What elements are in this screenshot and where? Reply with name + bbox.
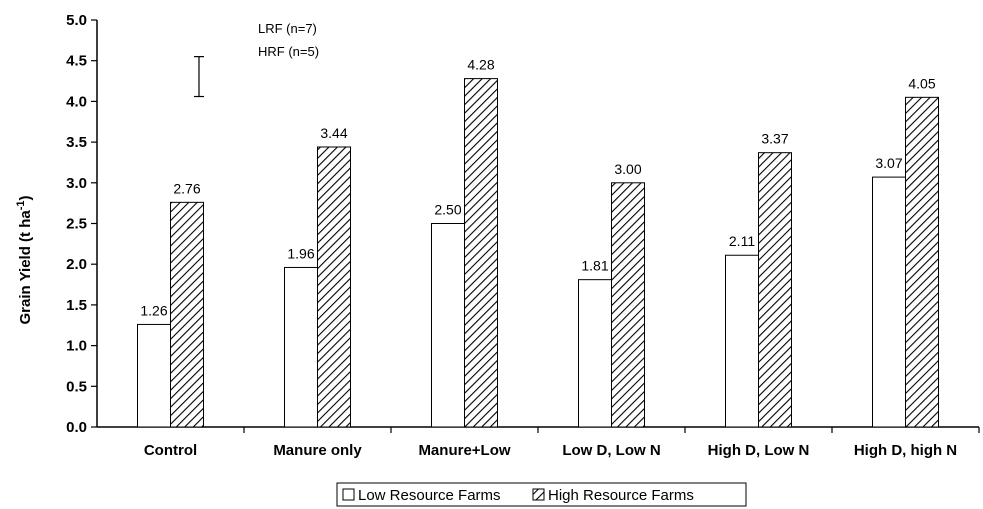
data-label-high-resource: 4.05 xyxy=(908,75,935,91)
y-tick-label: 3.0 xyxy=(66,175,87,192)
legend-label-high: High Resource Farms xyxy=(548,487,694,504)
x-category-label: Low D, Low N xyxy=(562,442,660,459)
hrf-note: HRF (n=5) xyxy=(258,44,319,59)
bar-low-resource xyxy=(284,266,318,428)
x-category-label: High D, Low N xyxy=(708,442,810,459)
y-tick-label: 2.5 xyxy=(66,216,87,233)
x-category-label: Manure+Low xyxy=(418,442,510,459)
bar-high-resource xyxy=(170,201,204,428)
y-tick-label: 5.0 xyxy=(66,12,87,29)
bar-low-resource xyxy=(725,254,759,428)
bar-high-resource xyxy=(758,152,792,428)
y-tick-label: 4.0 xyxy=(66,93,87,110)
data-label-low-resource: 1.96 xyxy=(287,245,314,261)
x-category-label: High D, high N xyxy=(854,442,957,459)
legend-swatch-low xyxy=(342,488,355,501)
y-tick-label: 4.5 xyxy=(66,53,87,70)
bar-high-resource xyxy=(611,182,645,428)
y-tick-label: 0.5 xyxy=(66,378,87,395)
data-label-low-resource: 2.50 xyxy=(434,202,461,218)
y-axis-title: Grain Yield (t ha-1) xyxy=(15,196,34,325)
y-tick-label: 2.0 xyxy=(66,256,87,273)
bar-low-resource xyxy=(578,279,612,428)
y-axis-unit-exponent: -1 xyxy=(15,201,27,211)
bar-low-resource xyxy=(431,223,465,428)
x-category-label: Control xyxy=(144,442,197,459)
data-label-low-resource: 2.11 xyxy=(729,233,755,249)
y-axis-label-close: ) xyxy=(17,196,34,201)
data-label-high-resource: 3.00 xyxy=(614,161,641,177)
legend-swatch-high xyxy=(532,488,545,501)
legend-label-low: Low Resource Farms xyxy=(358,487,501,504)
y-axis-label: Grain Yield (t ha xyxy=(17,210,34,325)
data-label-low-resource: 3.07 xyxy=(875,155,902,171)
bar-high-resource xyxy=(464,78,498,428)
data-label-high-resource: 3.44 xyxy=(320,125,347,141)
y-tick-label: 1.5 xyxy=(66,297,87,314)
legend: Low Resource Farms High Resource Farms xyxy=(336,482,747,507)
x-category-label: Manure only xyxy=(273,442,362,459)
data-label-high-resource: 4.28 xyxy=(467,57,494,73)
bar-high-resource xyxy=(317,146,351,428)
lrf-note: LRF (n=7) xyxy=(258,21,317,36)
annotations: LRF (n=7) HRF (n=5) xyxy=(258,21,319,59)
bar-low-resource xyxy=(137,323,171,428)
data-label-high-resource: 3.37 xyxy=(761,131,788,147)
y-tick-label: 1.0 xyxy=(66,338,87,355)
data-label-low-resource: 1.81 xyxy=(581,258,608,274)
bar-high-resource xyxy=(905,96,939,428)
svg-text:Grain Yield (t ha-1): Grain Yield (t ha-1) xyxy=(15,196,34,325)
y-tick-label: 0.0 xyxy=(66,419,87,436)
data-label-low-resource: 1.26 xyxy=(140,302,167,318)
plot-area: 0.0 0.5 1.0 1.5 2.0 2.5 3.0 3.5 4.0 4.5 5.0 Control… xyxy=(66,12,980,459)
bar-low-resource xyxy=(872,176,906,428)
data-label-high-resource: 2.76 xyxy=(173,180,200,196)
y-tick-label: 3.5 xyxy=(66,134,87,151)
